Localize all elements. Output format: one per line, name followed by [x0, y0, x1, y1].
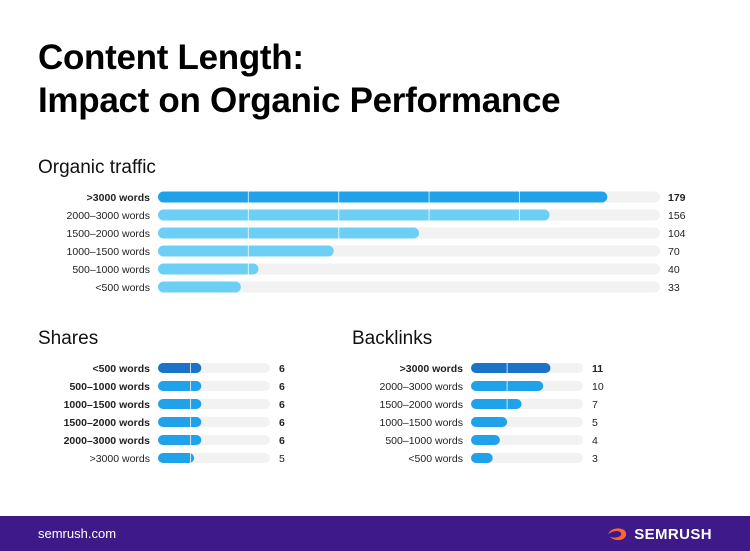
- tick-label: <500 words: [93, 363, 151, 375]
- title-line-2: Impact on Organic Performance: [38, 81, 561, 120]
- data-label: 4: [592, 435, 598, 447]
- tick-label: 1500–2000 words: [64, 417, 151, 429]
- footer-url[interactable]: semrush.com: [38, 526, 117, 541]
- semrush-flame-icon: [608, 528, 627, 541]
- data-label: 104: [668, 228, 686, 240]
- data-label: 156: [668, 210, 686, 222]
- tick-label: <500 words: [95, 282, 150, 294]
- bar: [158, 263, 259, 275]
- bar: [471, 399, 522, 409]
- backlinks-chart: >3000 words 11 2000–3000 words 10 1500–2000 …: [380, 363, 604, 465]
- tick-label: 2000–3000 words: [64, 435, 151, 447]
- tick-label: >3000 words: [87, 192, 150, 204]
- tick-label: 2000–3000 words: [67, 210, 150, 222]
- footer-bar: semrush.com SEMRUSH: [0, 516, 750, 551]
- organic-traffic-title: Organic traffic: [38, 157, 156, 178]
- tick-label: 1000–1500 words: [64, 399, 151, 411]
- data-label: 7: [592, 399, 598, 411]
- data-label: 6: [279, 381, 285, 393]
- data-label: 6: [279, 399, 285, 411]
- tick-label: 1500–2000 words: [380, 399, 463, 411]
- data-label: 11: [592, 363, 603, 375]
- bar: [158, 281, 241, 293]
- tick-label: 500–1000 words: [385, 435, 463, 447]
- organic-traffic-chart: >3000 words 179 2000–3000 words 156 1500–200…: [67, 191, 686, 294]
- data-label: 70: [668, 246, 680, 258]
- data-label: 6: [279, 435, 285, 447]
- tick-label: 1500–2000 words: [67, 228, 150, 240]
- backlinks-title: Backlinks: [352, 328, 433, 349]
- shares-chart: <500 words 6 500–1000 words 6 1000–1500 word…: [64, 363, 285, 465]
- tick-label: 1000–1500 words: [67, 246, 150, 258]
- brand-logo[interactable]: SEMRUSH: [606, 524, 712, 544]
- bar: [471, 417, 508, 427]
- bar-track: [158, 263, 660, 275]
- bar: [158, 227, 420, 239]
- data-label: 179: [668, 192, 686, 204]
- data-label: 5: [279, 453, 285, 465]
- data-label: 6: [279, 363, 285, 375]
- bar: [158, 245, 334, 257]
- bar: [158, 191, 608, 203]
- bar: [158, 209, 550, 221]
- tick-label: <500 words: [408, 453, 463, 465]
- tick-label: 2000–3000 words: [380, 381, 463, 393]
- page-title: Content Length: Impact on Organic Perfor…: [38, 36, 561, 122]
- tick-label: >3000 words: [400, 363, 463, 375]
- data-label: 5: [592, 417, 598, 429]
- bar: [158, 453, 195, 463]
- data-label: 40: [668, 264, 680, 276]
- data-label: 6: [279, 417, 285, 429]
- tick-label: 500–1000 words: [72, 264, 150, 276]
- title-line-1: Content Length:: [38, 38, 304, 77]
- shares-title: Shares: [38, 328, 99, 349]
- data-label: 10: [592, 381, 604, 393]
- bar-track: [471, 453, 583, 463]
- bar: [471, 363, 551, 373]
- bar: [471, 453, 493, 463]
- data-label: 33: [668, 282, 680, 294]
- data-label: 3: [592, 453, 598, 465]
- tick-label: 500–1000 words: [69, 381, 150, 393]
- bar-track: [158, 281, 660, 293]
- brand-name: SEMRUSH: [634, 525, 712, 543]
- tick-label: >3000 words: [90, 453, 150, 465]
- tick-label: 1000–1500 words: [380, 417, 463, 429]
- bar: [471, 435, 500, 445]
